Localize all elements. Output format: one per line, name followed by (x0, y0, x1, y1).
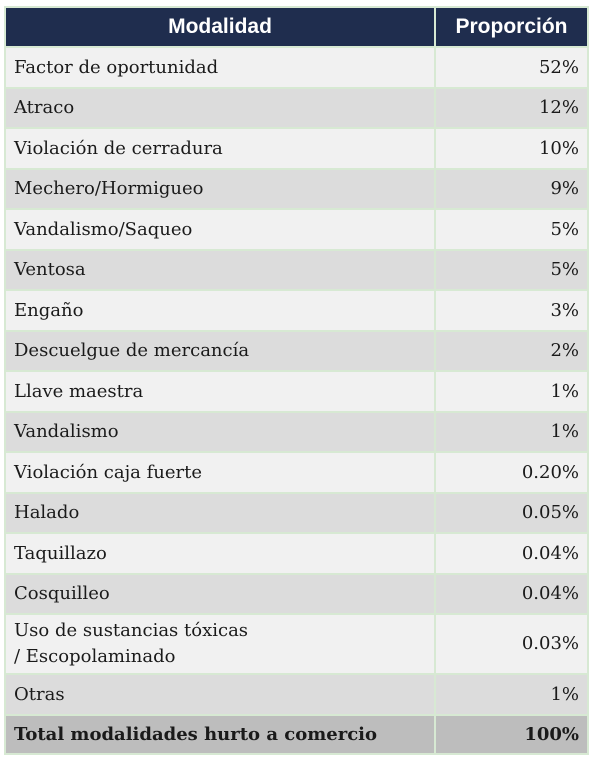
table-header-row: Modalidad Proporción (4, 6, 589, 48)
row-label: Llave maestra (4, 370, 436, 413)
table-row: Vandalismo 1% (4, 410, 589, 453)
row-value: 0.03% (434, 613, 589, 675)
table-row: Violación de cerradura 10% (4, 127, 589, 170)
row-value: 0.20% (434, 451, 589, 494)
row-label: Violación de cerradura (4, 127, 436, 170)
row-value: 2% (434, 329, 589, 372)
row-label: Uso de sustancias tóxicas / Escopolamina… (4, 613, 436, 675)
row-value: 0.04% (434, 572, 589, 615)
table-row: Llave maestra 1% (4, 370, 589, 413)
table-row: Otras 1% (4, 673, 589, 716)
row-value: 1% (434, 410, 589, 453)
row-value: 9% (434, 167, 589, 210)
row-label: Descuelgue de mercancía (4, 329, 436, 372)
total-label: Total modalidades hurto a comercio (4, 713, 436, 755)
row-value: 3% (434, 289, 589, 332)
row-label: Halado (4, 491, 436, 534)
header-proporcion: Proporción (434, 6, 589, 48)
table-row: Uso de sustancias tóxicas / Escopolamina… (4, 613, 589, 675)
row-value: 5% (434, 208, 589, 251)
table-row: Cosquilleo 0.04% (4, 572, 589, 615)
row-label: Mechero/Hormigueo (4, 167, 436, 210)
row-label: Violación caja fuerte (4, 451, 436, 494)
table-row: Engaño 3% (4, 289, 589, 332)
row-label: Engaño (4, 289, 436, 332)
row-value: 0.05% (434, 491, 589, 534)
row-value: 1% (434, 370, 589, 413)
row-label: Ventosa (4, 248, 436, 291)
header-modalidad: Modalidad (4, 6, 436, 48)
row-label: Vandalismo (4, 410, 436, 453)
table-row: Vandalismo/Saqueo 5% (4, 208, 589, 251)
row-value: 52% (434, 46, 589, 89)
total-value: 100% (434, 713, 589, 755)
table-row: Taquillazo 0.04% (4, 532, 589, 575)
row-value: 12% (434, 86, 589, 129)
row-value: 0.04% (434, 532, 589, 575)
modalidades-table: Modalidad Proporción Factor de oportunid… (4, 6, 589, 755)
table-row: Atraco 12% (4, 86, 589, 129)
row-label: Cosquilleo (4, 572, 436, 615)
table-row: Descuelgue de mercancía 2% (4, 329, 589, 372)
table-row: Halado 0.05% (4, 491, 589, 534)
row-value: 1% (434, 673, 589, 716)
row-label: Otras (4, 673, 436, 716)
row-label: Taquillazo (4, 532, 436, 575)
row-label: Vandalismo/Saqueo (4, 208, 436, 251)
row-value: 10% (434, 127, 589, 170)
total-row: Total modalidades hurto a comercio 100% (4, 713, 589, 755)
row-label: Factor de oportunidad (4, 46, 436, 89)
row-value: 5% (434, 248, 589, 291)
row-label: Atraco (4, 86, 436, 129)
table-row: Mechero/Hormigueo 9% (4, 167, 589, 210)
modalidades-table-container: Modalidad Proporción Factor de oportunid… (4, 6, 589, 755)
table-row: Factor de oportunidad 52% (4, 46, 589, 89)
table-row: Ventosa 5% (4, 248, 589, 291)
table-row: Violación caja fuerte 0.20% (4, 451, 589, 494)
